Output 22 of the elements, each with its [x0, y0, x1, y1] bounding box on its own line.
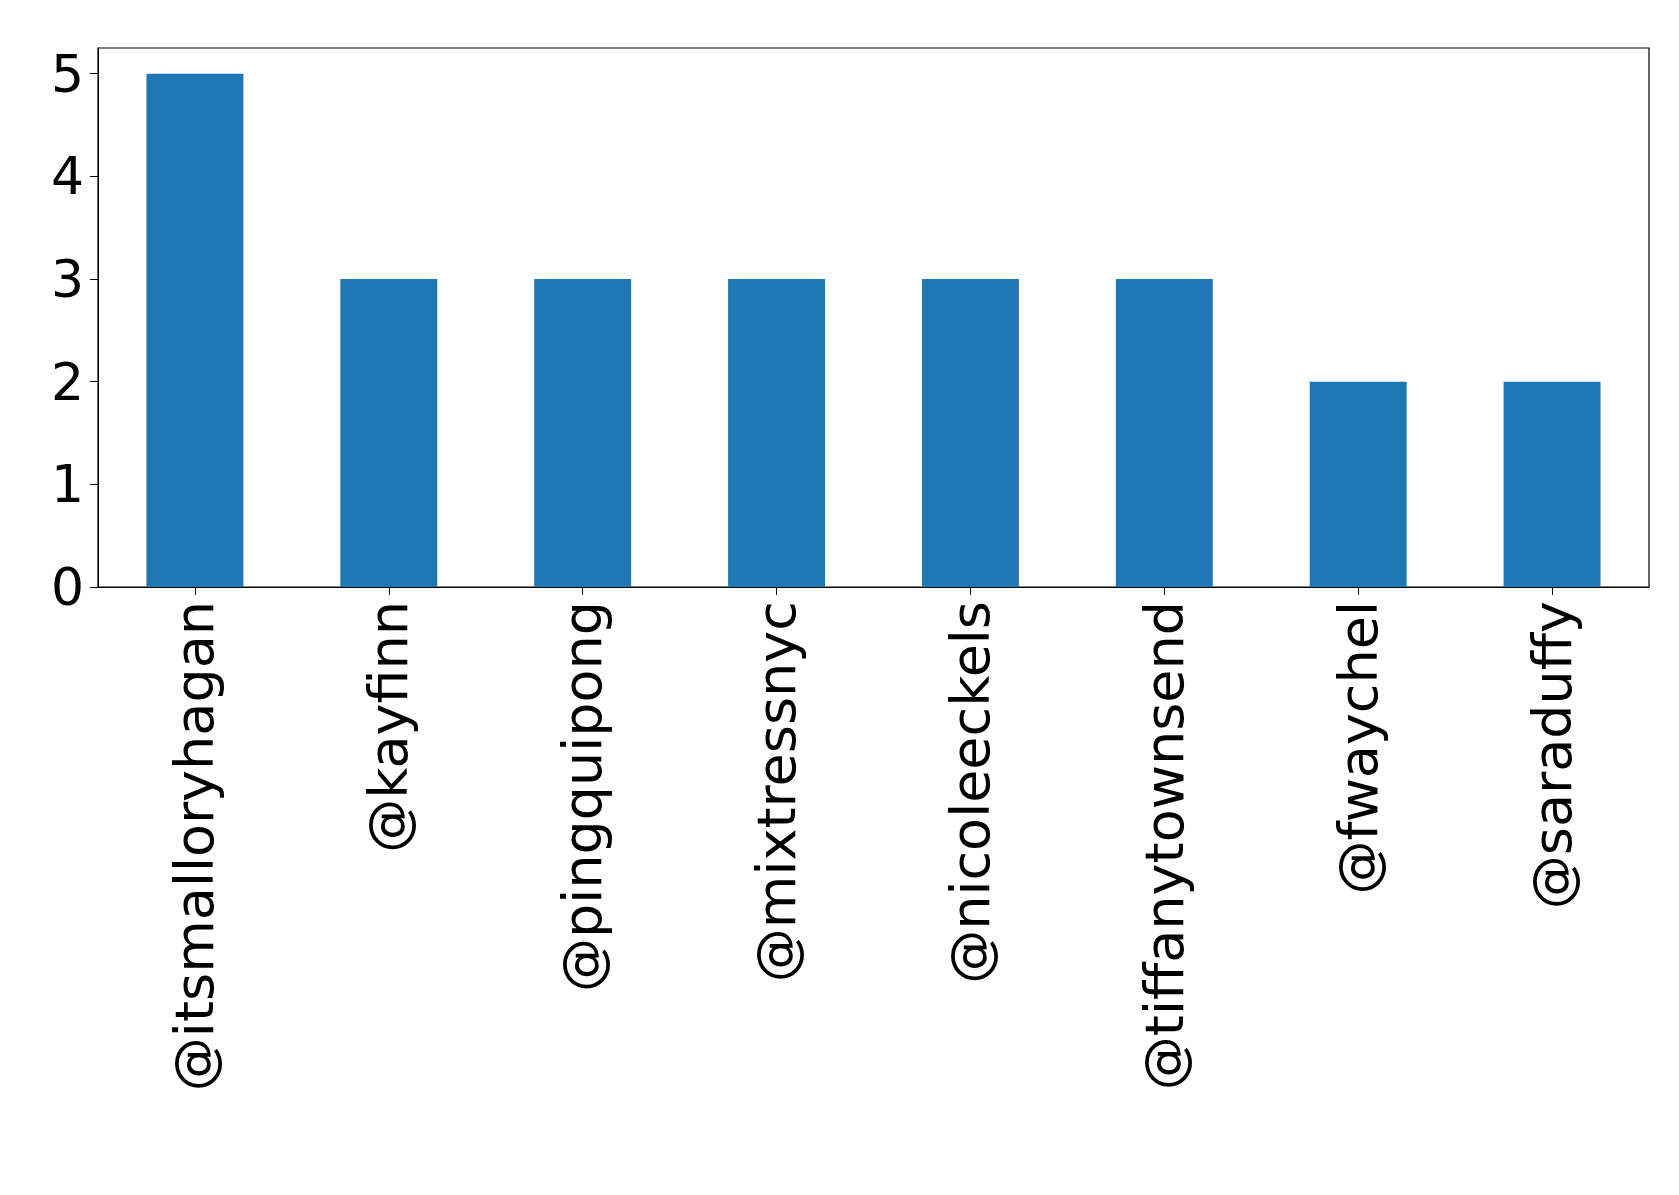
x-tick-label: @itsmalloryhagan: [163, 601, 227, 1092]
y-tick-label: 2: [50, 351, 84, 412]
x-tick-label: @kayfinn: [357, 601, 421, 853]
x-tick-label: @nicoleeckels: [938, 601, 1002, 984]
x-tick-label: @tiffanytownsend: [1132, 601, 1196, 1091]
y-tick-label: 1: [50, 454, 84, 515]
bar: [534, 279, 632, 587]
y-tick-label: 0: [50, 557, 84, 617]
y-tick-label: 5: [50, 43, 84, 104]
y-tick-label: 3: [50, 249, 84, 309]
bar: [728, 279, 826, 587]
y-tick-label: 4: [50, 146, 84, 207]
x-tick-label: @fwaychel: [1326, 601, 1390, 895]
x-tick-label: @saraduffy: [1520, 601, 1584, 910]
bar: [921, 279, 1019, 587]
bar: [1115, 279, 1213, 587]
bar: [146, 73, 244, 587]
bar: [1309, 381, 1407, 587]
x-tick-label: @pingquipong: [551, 601, 615, 993]
bar: [1503, 381, 1601, 587]
x-tick-label: @mixtressnyc: [745, 601, 809, 983]
bar: [340, 279, 438, 587]
